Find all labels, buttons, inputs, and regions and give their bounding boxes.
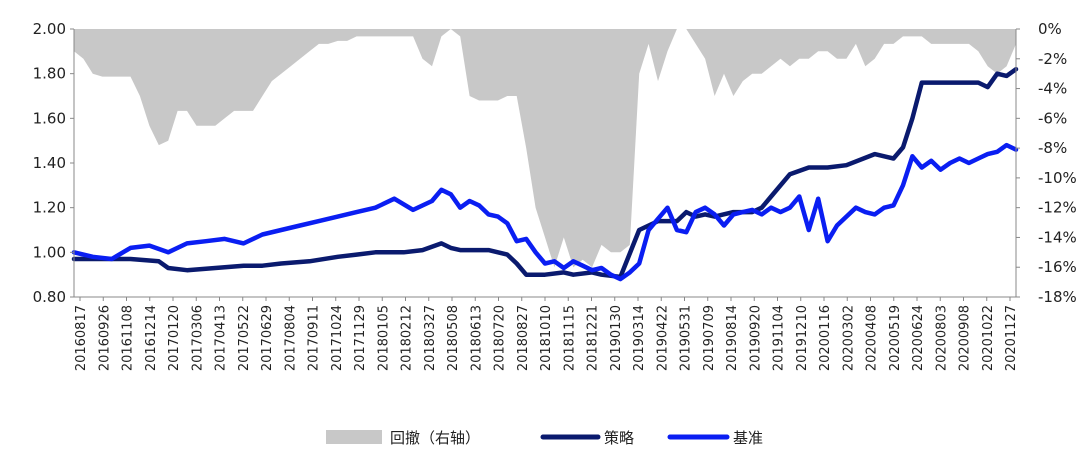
drawdown-area-layer — [74, 29, 1016, 268]
x-tick-label: 20161214 — [144, 305, 159, 371]
x-tick-label: 20181115 — [562, 305, 577, 371]
x-tick-label: 20190130 — [609, 305, 624, 371]
benchmark-line — [71, 142, 1019, 282]
left-tick-label: 1.00 — [33, 243, 66, 261]
x-tick-label: 20171024 — [330, 305, 345, 371]
x-tick-label: 20190920 — [748, 305, 763, 371]
x-tick-label: 20170629 — [260, 305, 275, 371]
x-tick-label: 20180212 — [400, 305, 415, 371]
right-tick-label: -4% — [1038, 80, 1067, 98]
x-tick-label: 20180720 — [493, 305, 508, 371]
right-tick-label: -2% — [1038, 50, 1067, 68]
x-tick-label: 20180613 — [469, 305, 484, 371]
x-tick-label: 20170522 — [237, 305, 252, 371]
x-tick-label: 20190314 — [632, 305, 647, 371]
x-tick-label: 20180327 — [423, 305, 438, 371]
drawdown-area — [74, 29, 1016, 268]
x-tick-label: 20171129 — [353, 305, 368, 371]
legend-label-benchmark: 基准 — [733, 429, 763, 447]
x-tick-label: 20170413 — [214, 305, 229, 371]
x-tick-label: 20201127 — [1004, 305, 1019, 371]
right-tick-label: -16% — [1038, 258, 1077, 276]
right-tick-label: -6% — [1038, 109, 1067, 127]
x-tick-label: 20170120 — [167, 305, 182, 371]
x-tick-label: 20190709 — [702, 305, 717, 371]
lines-layer — [71, 66, 1019, 282]
left-tick-label: 1.20 — [33, 199, 66, 217]
x-tick-label: 20190814 — [725, 305, 740, 371]
x-tick-label: 20160817 — [74, 305, 89, 371]
left-tick-label: 1.60 — [33, 109, 66, 127]
right-tick-label: 0% — [1038, 20, 1062, 38]
x-tick-label: 20200908 — [958, 305, 973, 371]
right-tick-label: -18% — [1038, 288, 1077, 306]
x-tick-label: 20160926 — [97, 305, 112, 371]
x-tick-label: 20200302 — [841, 305, 856, 371]
x-tick-label: 20181221 — [586, 305, 601, 371]
legend: 回撤（右轴） 策略 基准 — [326, 429, 763, 447]
x-tick-label: 20200519 — [888, 305, 903, 371]
x-tick-label: 20200116 — [818, 305, 833, 371]
x-tick-label: 20170804 — [283, 305, 298, 371]
right-tick-label: -10% — [1038, 169, 1077, 187]
x-tick-label: 20191210 — [795, 305, 810, 371]
x-tick-label: 20180827 — [516, 305, 531, 371]
x-tick-label: 20170306 — [190, 305, 205, 371]
legend-label-drawdown: 回撤（右轴） — [390, 429, 480, 447]
legend-swatch-drawdown — [326, 430, 382, 444]
right-tick-label: -8% — [1038, 139, 1067, 157]
x-tick-label: 20181010 — [539, 305, 554, 371]
left-tick-label: 1.40 — [33, 154, 66, 172]
x-tick-label: 20200408 — [865, 305, 880, 371]
left-tick-label: 0.80 — [33, 288, 66, 306]
right-tick-label: -14% — [1038, 228, 1077, 246]
left-tick-label: 2.00 — [33, 20, 66, 38]
x-tick-label: 20180508 — [446, 305, 461, 371]
legend-label-strategy: 策略 — [604, 429, 634, 447]
strategy-line — [71, 66, 1019, 280]
x-tick-label: 20170911 — [307, 305, 322, 371]
x-tick-label: 20200803 — [934, 305, 949, 371]
x-tick-label: 20180105 — [376, 305, 391, 371]
right-tick-label: -12% — [1038, 199, 1077, 217]
x-tick-label: 20161108 — [121, 305, 136, 371]
x-tick-label: 20200624 — [911, 305, 926, 371]
axes-layer: 2.00 1.80 1.60 1.40 1.20 1.00 0.80 0% -2% -4% -6% -… — [33, 20, 1077, 371]
x-tick-label: 20190422 — [655, 305, 670, 371]
left-tick-label: 1.80 — [33, 65, 66, 83]
x-tick-label: 20201022 — [981, 305, 996, 371]
x-tick-label: 20190531 — [679, 305, 694, 371]
x-tick-label: 20191104 — [772, 305, 787, 371]
